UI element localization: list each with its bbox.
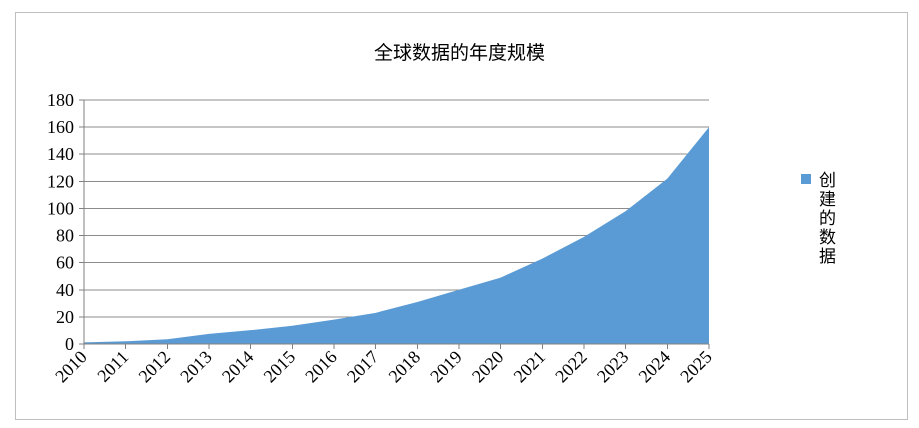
y-tick-label: 40 <box>56 280 74 300</box>
y-tick-label: 80 <box>56 226 74 246</box>
y-tick-label: 0 <box>65 334 74 354</box>
y-tick-label: 160 <box>47 117 74 137</box>
x-tick-label: 2024 <box>635 347 675 387</box>
x-tick-label: 2014 <box>218 347 258 387</box>
x-tick-label: 2013 <box>176 347 216 387</box>
y-tick-label: 180 <box>47 90 74 110</box>
x-tick-label: 2016 <box>301 347 341 387</box>
y-tick-label: 100 <box>47 198 74 218</box>
x-tick-label: 2010 <box>51 347 91 387</box>
x-tick-label: 2018 <box>385 347 425 387</box>
x-tick-label: 2015 <box>260 347 300 387</box>
y-tick-labels: 0 20 40 60 80 100 120 140 160 180 <box>47 90 84 354</box>
x-tick-label: 2021 <box>510 347 550 387</box>
y-tick-label: 20 <box>56 307 74 327</box>
y-tick-label: 60 <box>56 253 74 273</box>
legend-label: 创建的数据 <box>819 171 836 267</box>
x-tick-label: 2020 <box>468 347 508 387</box>
x-tick-label: 2011 <box>93 347 132 386</box>
area-layer <box>83 127 710 344</box>
x-tick-label: 2023 <box>593 347 633 387</box>
x-tick-label: 2017 <box>343 347 383 387</box>
chart-title: 全球数据的年度规模 <box>373 42 545 64</box>
x-tick-labels: 2010 2011 2012 2013 2014 2015 2016 2017 2018 2019… <box>51 344 716 386</box>
y-tick-label: 140 <box>47 144 74 164</box>
x-tick-label: 2022 <box>551 347 591 387</box>
legend-swatch <box>801 174 811 184</box>
chart-frame <box>15 12 908 420</box>
x-tick-label: 2012 <box>135 347 175 387</box>
x-tick-label: 2019 <box>426 347 466 387</box>
axes <box>83 100 709 345</box>
area-series-created-data <box>84 127 709 344</box>
x-tick-label: 2025 <box>676 347 716 387</box>
y-tick-label: 120 <box>47 171 74 191</box>
